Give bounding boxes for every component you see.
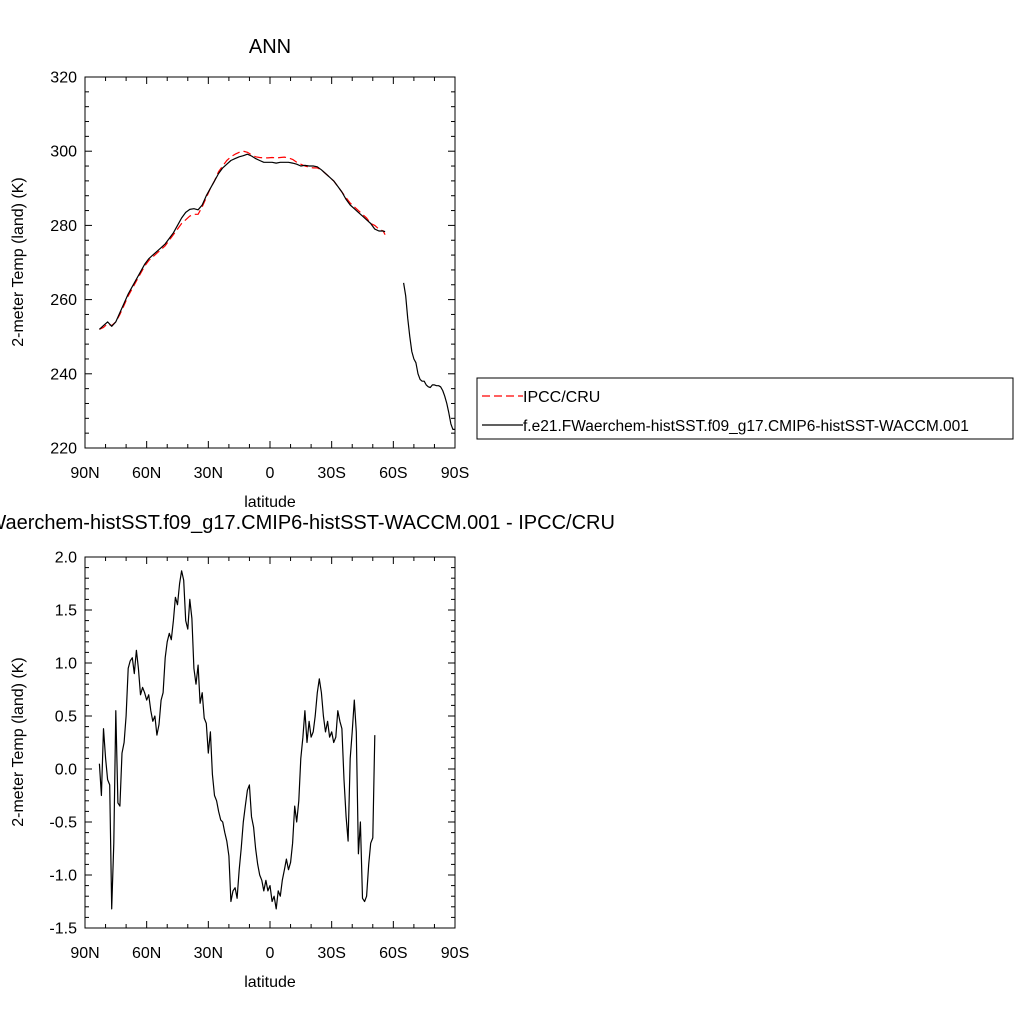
y-tick-label: 300 [50, 144, 77, 161]
y-tick-label: 240 [50, 366, 77, 383]
top-x-axis-label: latitude [244, 494, 296, 511]
legend-label-ipcc: IPCC/CRU [523, 389, 600, 406]
x-tick-label: 30N [194, 945, 223, 962]
y-tick-label: 260 [50, 292, 77, 309]
x-tick-label: 90N [70, 465, 99, 482]
top-axis-ticks: 90N 60N 30N 0 30S 60S 90S 220 240 260 280 300 320 [50, 70, 469, 483]
y-tick-label: 280 [50, 218, 77, 235]
legend: IPCC/CRU f.e21.FWaerchem-histSST.f09_g17… [476, 377, 1014, 440]
x-tick-label: 90N [70, 945, 99, 962]
x-tick-label: 60S [379, 945, 407, 962]
top-chart-title: ANN [249, 36, 291, 58]
x-tick-label: 0 [266, 945, 275, 962]
bottom-panel: f.e21.FWaerchem-histSST.f09_g17.CMIP6-hi… [0, 512, 615, 991]
y-tick-label: 220 [50, 441, 77, 458]
y-tick-label: 1.0 [55, 656, 77, 673]
bottom-chart-title: f.e21.FWaerchem-histSST.f09_g17.CMIP6-hi… [0, 512, 615, 534]
bottom-y-axis-label: 2-meter Temp (land) (K) [10, 657, 27, 827]
x-tick-label: 60N [132, 465, 161, 482]
legend-label-model: f.e21.FWaerchem-histSST.f09_g17.CMIP6-hi… [523, 418, 969, 435]
top-panel: ANN 90N 60N 30N 0 30S 60S 90S 220 240 260 280 300 32… [10, 36, 1014, 511]
y-tick-label: -1.5 [49, 921, 77, 938]
x-tick-label: 30S [317, 465, 345, 482]
y-tick-label: -1.0 [49, 868, 77, 885]
x-tick-label: 90S [441, 465, 469, 482]
top-series-1-line-segment-0 [98, 153, 386, 330]
top-plot-frame [84, 76, 456, 449]
top-series-lines [98, 150, 455, 430]
legend-box [476, 377, 1014, 440]
x-tick-label: 0 [266, 465, 275, 482]
y-tick-label: 0.0 [55, 762, 77, 779]
x-tick-label: 60S [379, 465, 407, 482]
bottom-axis-ticks: 90N 60N 30N 0 30S 60S 90S -1.5 -1.0 -0.5 0.0 0.5 1.0… [49, 550, 469, 963]
bottom-plot-frame [84, 556, 456, 929]
top-y-axis-label: 2-meter Temp (land) (K) [10, 177, 27, 347]
bottom-series-lines [98, 570, 376, 910]
y-tick-label: 320 [50, 70, 77, 87]
top-series-1-line-segment-1 [403, 282, 455, 430]
bottom-series-0-line-segment-0 [98, 570, 376, 910]
y-tick-label: 2.0 [55, 550, 77, 567]
x-tick-label: 90S [441, 945, 469, 962]
y-tick-label: -0.5 [49, 815, 77, 832]
x-tick-label: 30N [194, 465, 223, 482]
bottom-x-axis-label: latitude [244, 974, 296, 991]
y-tick-label: 0.5 [55, 709, 77, 726]
y-tick-label: 1.5 [55, 603, 77, 620]
x-tick-label: 60N [132, 945, 161, 962]
top-series-0-line-segment-0 [99, 150, 386, 330]
x-tick-label: 30S [317, 945, 345, 962]
